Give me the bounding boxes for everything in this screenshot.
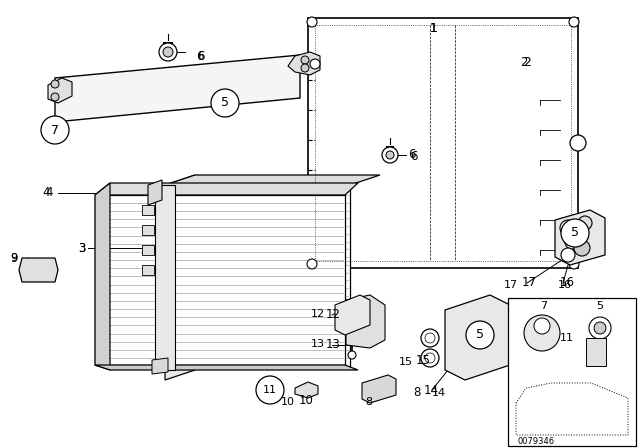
Polygon shape — [95, 183, 110, 370]
Polygon shape — [55, 55, 300, 122]
Bar — [508, 298, 636, 446]
Circle shape — [421, 349, 439, 367]
Bar — [142, 265, 154, 275]
Text: 11: 11 — [560, 333, 574, 343]
Text: 5: 5 — [221, 96, 229, 109]
Circle shape — [307, 17, 317, 27]
Text: 14: 14 — [432, 388, 446, 398]
Polygon shape — [165, 175, 380, 185]
Circle shape — [466, 321, 494, 349]
Polygon shape — [155, 185, 175, 370]
Text: 10: 10 — [281, 397, 295, 407]
Circle shape — [348, 351, 356, 359]
Text: 5: 5 — [476, 328, 484, 341]
Polygon shape — [48, 78, 72, 103]
Polygon shape — [165, 185, 350, 368]
Polygon shape — [346, 295, 385, 348]
Polygon shape — [335, 295, 370, 335]
Circle shape — [310, 59, 320, 69]
Text: 15: 15 — [416, 353, 431, 366]
Bar — [142, 205, 154, 215]
Bar — [142, 225, 154, 235]
Circle shape — [41, 116, 69, 144]
Text: 5: 5 — [596, 301, 604, 311]
Text: 17: 17 — [504, 280, 518, 290]
Circle shape — [51, 80, 59, 88]
Circle shape — [561, 248, 575, 262]
Circle shape — [594, 322, 606, 334]
Circle shape — [561, 219, 589, 247]
Circle shape — [386, 151, 394, 159]
Polygon shape — [95, 183, 358, 195]
Circle shape — [534, 318, 550, 334]
Text: 1: 1 — [430, 22, 438, 34]
Circle shape — [211, 89, 239, 117]
Text: 9: 9 — [10, 251, 18, 264]
Circle shape — [569, 259, 579, 269]
Text: 11: 11 — [263, 385, 277, 395]
Text: 5: 5 — [571, 227, 579, 240]
Text: 8: 8 — [413, 387, 420, 400]
Text: 16: 16 — [558, 280, 572, 290]
Text: 16: 16 — [560, 276, 575, 289]
Text: 13: 13 — [326, 337, 341, 350]
Circle shape — [421, 329, 439, 347]
Circle shape — [163, 47, 173, 57]
Polygon shape — [152, 358, 168, 374]
Text: 2: 2 — [523, 56, 531, 69]
Text: 6: 6 — [408, 148, 415, 161]
Text: 10: 10 — [299, 393, 314, 406]
Circle shape — [51, 93, 59, 101]
Bar — [142, 245, 154, 255]
Text: 2: 2 — [520, 56, 527, 69]
Text: 13: 13 — [311, 339, 325, 349]
Text: 14: 14 — [424, 383, 439, 396]
Text: 1: 1 — [430, 22, 438, 34]
Circle shape — [301, 56, 309, 64]
Polygon shape — [555, 210, 605, 265]
Circle shape — [307, 259, 317, 269]
Polygon shape — [445, 295, 510, 380]
Circle shape — [159, 43, 177, 61]
Polygon shape — [288, 52, 320, 75]
Circle shape — [301, 64, 309, 72]
Text: 7: 7 — [51, 124, 59, 137]
Circle shape — [382, 147, 398, 163]
Polygon shape — [148, 180, 162, 205]
Circle shape — [524, 315, 560, 351]
Circle shape — [589, 317, 611, 339]
Polygon shape — [95, 365, 358, 370]
Text: 12: 12 — [326, 307, 341, 320]
Text: 6: 6 — [197, 51, 205, 64]
Text: 8: 8 — [365, 397, 372, 407]
Polygon shape — [165, 175, 195, 380]
Text: 3: 3 — [79, 241, 86, 254]
Circle shape — [256, 376, 284, 404]
Polygon shape — [19, 258, 58, 282]
Text: 15: 15 — [399, 357, 413, 367]
Polygon shape — [308, 18, 578, 268]
Text: 7: 7 — [540, 301, 548, 311]
Circle shape — [570, 135, 586, 151]
Text: 3: 3 — [79, 241, 86, 254]
Circle shape — [574, 240, 590, 256]
Polygon shape — [295, 382, 318, 398]
Circle shape — [565, 235, 579, 249]
Text: 6: 6 — [410, 151, 417, 164]
Text: 0079346: 0079346 — [518, 436, 555, 445]
Circle shape — [569, 17, 579, 27]
Text: 17: 17 — [522, 276, 537, 289]
Text: 4: 4 — [45, 186, 53, 199]
Text: 9: 9 — [10, 253, 17, 263]
Circle shape — [578, 216, 592, 230]
Bar — [586, 338, 606, 366]
Polygon shape — [95, 195, 345, 365]
Text: 6: 6 — [196, 51, 204, 64]
Polygon shape — [362, 375, 396, 403]
Text: 4: 4 — [42, 186, 50, 199]
Text: 12: 12 — [311, 309, 325, 319]
Circle shape — [560, 220, 576, 236]
